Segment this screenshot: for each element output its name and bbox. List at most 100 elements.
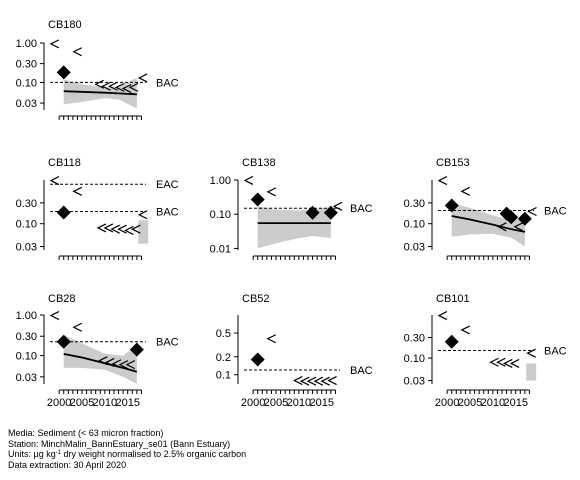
less-than-marker [49,39,60,49]
y-tick-label: 0.10 [16,351,37,363]
less-than-marker [509,358,520,368]
x-tick-label: 2005 [264,397,288,409]
y-tick-label: 1.00 [16,310,37,322]
less-than-marker [104,357,115,367]
data-point [56,205,71,220]
less-than-marker [313,376,324,386]
data-point [517,211,532,226]
panel-cb180: CB180 BAC 1.00 0.30 0.10 0.03 [16,19,179,120]
panel-title: CB28 [48,293,76,305]
station-note: Station: MinchMalin_BannEstuary_se01 (Ba… [8,438,231,449]
y-tick-label: 0.10 [210,209,231,221]
panel-cb138: CB138 BAC 1.00 0.10 0.01 [210,157,373,260]
less-than-marker [266,187,277,197]
less-than-marker [49,176,60,186]
y-tick-label: 0.03 [404,376,425,388]
less-than-marker [489,357,499,367]
bac-label: BAC [350,365,373,377]
less-than-marker [72,47,83,57]
x-tick-label: 2000 [435,397,459,409]
less-than-marker [96,223,107,233]
y-tick-label: 0.10 [16,219,37,231]
less-than-marker [103,223,114,233]
x-tick-label: 2005 [458,397,482,409]
units-suffix: dry weight normalised to 2.5% organic ca… [61,449,247,459]
data-point [504,210,519,225]
y-tick-label: 0.1 [216,370,231,382]
x-tick-label: 2005 [70,397,94,409]
x-tick-label: 2000 [241,397,265,409]
y-tick-label: 0.03 [404,242,425,254]
y-tick-label: 0.5 [216,328,231,340]
less-than-marker [299,376,310,386]
less-than-marker [121,84,132,94]
less-than-marker [124,225,134,235]
panel-title: CB138 [242,157,276,169]
less-than-marker [513,222,524,232]
y-tick-label: 0.10 [16,77,37,89]
data-point [250,352,265,367]
confidence-band [451,202,525,247]
units-superscript: -1 [55,450,62,456]
less-than-marker [332,201,343,211]
data-point [129,342,144,357]
chart-footer: Media: Sediment (< 63 micron fraction) S… [8,428,246,470]
y-tick-label: 0.30 [16,198,37,210]
panel-title: CB101 [436,293,470,305]
x-tick-label: 2015 [503,397,527,409]
less-than-marker [117,224,127,234]
less-than-marker [460,325,471,335]
less-than-marker [125,360,136,370]
x-tick-label: 2010 [481,397,505,409]
less-than-marker [327,375,337,386]
less-than-marker [110,224,120,234]
y-tick-label: 1.00 [210,175,231,187]
x-tick-label: 2000 [47,397,71,409]
less-than-marker [292,375,303,386]
y-tick-label: 0.30 [404,333,425,345]
units-note: Units: µg kg-1 dry weight normalised to … [8,449,246,460]
extraction-note: Data extraction: 30 April 2020 [8,459,127,470]
x-tick-label: 2015 [309,397,333,409]
less-than-marker [320,376,330,386]
less-than-marker [496,357,506,367]
panel-cb118: CB118 BAC EAC 0.30 0.10 0.03 [16,157,179,260]
less-than-marker [526,348,536,358]
panel-title: CB153 [436,157,470,169]
y-tick-label: 0.30 [16,331,37,343]
confidence-band [257,206,331,249]
end-bar [138,220,149,244]
trend-line [63,90,137,96]
end-bar [526,363,537,381]
y-tick-label: 0.10 [404,353,425,365]
bac-label: BAC [544,345,567,357]
y-tick-label: 0.30 [16,59,37,71]
less-than-marker [114,82,125,92]
bac-label: BAC [156,207,179,219]
less-than-marker [437,311,448,321]
y-tick-label: 0.03 [16,372,37,384]
data-point [250,192,265,207]
data-point [56,65,71,80]
less-than-marker [111,359,122,369]
less-than-marker [266,334,277,344]
less-than-marker [527,206,537,217]
less-than-marker [130,224,141,234]
data-point [323,205,338,220]
less-than-marker [243,175,254,185]
bac-label: BAC [350,203,373,215]
y-tick-label: 0.01 [210,243,231,255]
less-than-marker [306,376,317,386]
data-point [444,198,459,213]
less-than-marker [137,73,148,83]
less-than-marker [502,358,513,368]
bac-label: BAC [156,337,179,349]
less-than-marker [128,82,139,92]
less-than-marker [94,79,104,89]
y-tick-label: 0.30 [404,198,425,210]
less-than-marker [137,210,148,220]
